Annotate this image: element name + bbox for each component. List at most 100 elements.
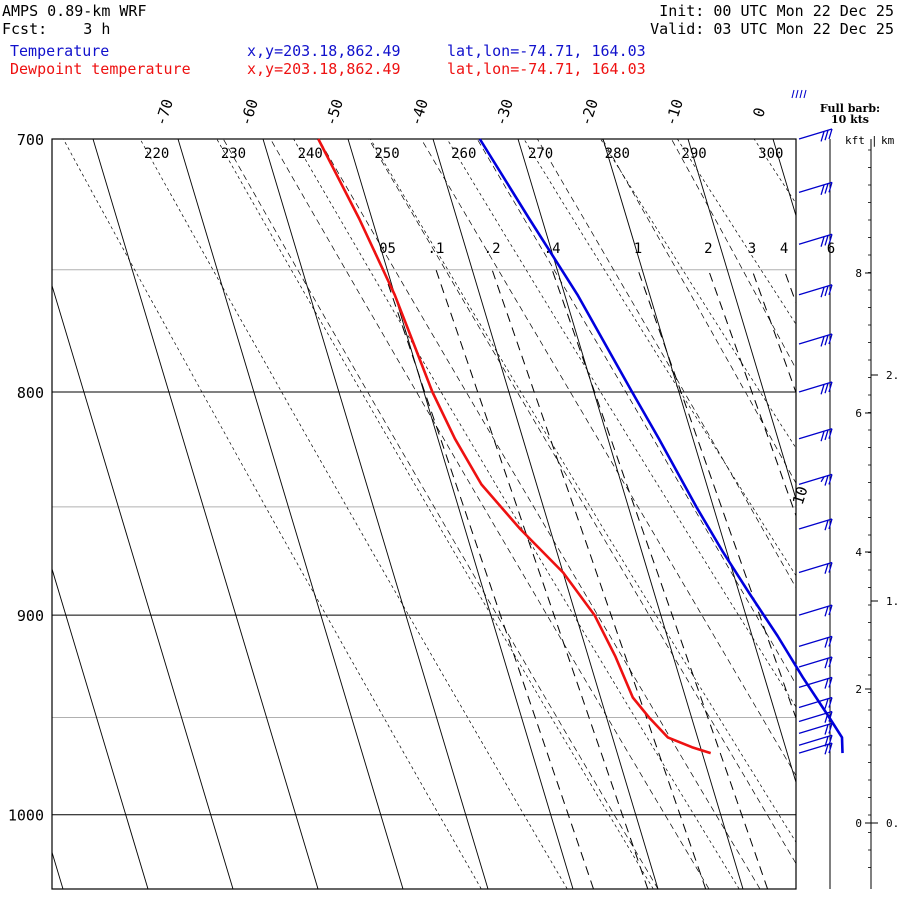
chart-background — [52, 138, 796, 816]
wind-barb-staff — [798, 676, 833, 688]
mixing-ratio-label: .05 — [371, 241, 396, 257]
pressure-label-1000: 1000 — [8, 807, 44, 825]
theta-label: 300 — [758, 146, 783, 162]
isotherm-label: -20 — [576, 97, 601, 128]
barb-note-tick — [799, 89, 803, 99]
wind-barb-flag — [820, 236, 825, 247]
wind-barb — [798, 473, 833, 486]
wind-barb-flag — [828, 333, 833, 345]
wind-barb-flag — [824, 235, 829, 246]
wind-barb — [798, 333, 833, 347]
wind-barb-staff — [798, 742, 833, 754]
theta-label: 280 — [605, 146, 630, 162]
wind-barb-flag — [824, 637, 829, 648]
isotherm-label: -70 — [151, 97, 176, 128]
chart-plot-area — [52, 139, 900, 889]
wind-barb-flag — [828, 742, 833, 754]
temperature-legend: Temperature — [10, 42, 110, 60]
isotherm-label: -10 — [661, 97, 686, 128]
mixing-ratio-label: 4 — [780, 241, 788, 257]
model-title: AMPS 0.89-km WRF — [2, 2, 147, 20]
wind-barb-flag — [828, 604, 833, 616]
isotherm-line — [177, 139, 404, 889]
wind-barb-flag — [824, 519, 829, 531]
wind-barb-flag — [820, 287, 825, 298]
wind-barb — [798, 233, 833, 247]
kft-tick-label: 6 — [855, 407, 862, 420]
wind-barb-flag — [824, 724, 829, 735]
temperature-xy: x,y=203.18,862.49 — [247, 42, 401, 60]
moist-adiabat — [420, 139, 796, 777]
isotherm-line — [52, 284, 234, 889]
isotherm-line — [52, 850, 64, 889]
kft-tick-label: 4 — [855, 546, 862, 559]
isotherm-line — [858, 139, 900, 889]
isotherm-line — [432, 139, 659, 889]
km-tick-label: 2. — [886, 369, 899, 382]
mixing-ratio-label: 6 — [827, 241, 835, 257]
wind-barb — [798, 128, 833, 142]
wind-barb-flag — [828, 723, 833, 734]
wind-barb-flag — [828, 474, 833, 485]
forecast-hour: Fcst: 3 h — [2, 20, 111, 38]
wind-barb-staff — [798, 518, 833, 530]
wind-barb — [798, 676, 833, 689]
wind-barb-flag — [824, 744, 829, 755]
wind-barb-staff — [798, 635, 833, 648]
temperature-latlon: lat,lon=-74.71, 164.03 — [447, 42, 646, 60]
wind-barb-flag — [828, 234, 833, 245]
theta-label: 290 — [681, 146, 706, 162]
wind-barb-staff — [798, 181, 833, 193]
wind-barb-flag — [828, 677, 833, 688]
mixing-ratio-line — [382, 269, 594, 889]
isotherm-label: -60 — [236, 97, 261, 128]
dewpoint-profile — [317, 138, 712, 755]
kft-axis-title: kft — [845, 134, 865, 147]
wind-barb-staff — [798, 473, 833, 486]
isotherm-line — [772, 139, 796, 218]
wind-barb-flag — [824, 475, 829, 486]
wind-barb-flag — [828, 711, 833, 722]
mixing-ratio-line — [551, 269, 769, 889]
barb-note-tick — [795, 89, 799, 99]
wind-barb-flag — [824, 285, 829, 297]
barb-note-tick — [803, 89, 807, 99]
isotherm-label: -30 — [491, 97, 516, 128]
wind-barb-flag — [828, 636, 833, 647]
dry-adiabat — [293, 139, 740, 889]
mixing-ratio-line — [491, 269, 707, 889]
wind-barb-staff — [798, 656, 833, 668]
theta-label: 250 — [374, 146, 399, 162]
wind-barb-flag — [828, 428, 833, 439]
dry-adiabat — [216, 139, 654, 889]
wind-barb — [798, 518, 833, 531]
mixing-ratio-label: .4 — [544, 241, 561, 257]
barb-note: Full barb: 10 kts — [812, 103, 888, 125]
isotherm-label-right: 10 — [789, 484, 812, 507]
theta-label: 270 — [528, 146, 553, 162]
isotherm-line — [52, 567, 149, 889]
moist-adiabat — [222, 139, 659, 889]
dry-adiabat — [139, 139, 568, 889]
moist-adiabat — [270, 139, 710, 889]
wind-barb-flag — [824, 698, 829, 709]
mixing-ratio-line — [751, 269, 796, 395]
wind-barb-staff — [798, 233, 833, 245]
isotherm-line — [602, 139, 796, 784]
wind-barb-staff — [798, 284, 833, 296]
wind-barb — [798, 428, 833, 442]
dry-adiabat — [370, 139, 796, 843]
mixing-ratio-line — [637, 269, 796, 720]
isotherm-label: 0 — [749, 105, 769, 119]
barb-note-line1: Full barb: — [819, 102, 881, 115]
dry-adiabat — [62, 139, 482, 889]
axis-title-separator: | — [871, 134, 878, 147]
mixing-ratio-line — [783, 269, 796, 305]
kft-tick-label: 2 — [855, 683, 862, 696]
wind-barb-staff — [798, 604, 833, 616]
wind-barb-staff — [798, 128, 833, 140]
dry-adiabat — [831, 139, 900, 889]
wind-barb — [798, 696, 833, 709]
wind-barb-flag — [824, 130, 829, 141]
wind-barb — [798, 722, 833, 735]
